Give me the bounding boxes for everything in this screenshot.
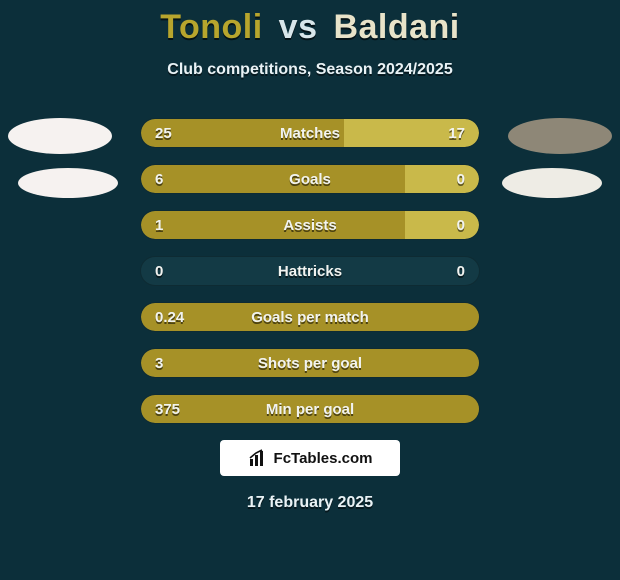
subtitle: Club competitions, Season 2024/2025 — [0, 61, 620, 79]
source-badge: FcTables.com — [220, 440, 400, 476]
bar-label: Hattricks — [141, 257, 479, 285]
date-label: 17 february 2025 — [0, 494, 620, 512]
stat-bar: 00Hattricks — [140, 256, 480, 286]
player2-crest-icon — [508, 118, 612, 154]
player1-crest-icon — [8, 118, 112, 154]
chart-area: 2517Matches 60Goals 10Assists 00Hattricks 0.… — [0, 118, 620, 512]
bars-container: 2517Matches 60Goals 10Assists 00Hattricks 0.… — [140, 118, 480, 424]
player1-name: Tonoli — [160, 8, 262, 46]
chart-icon — [248, 448, 268, 468]
stat-bar: 0.24Goals per match — [140, 302, 480, 332]
stat-bar: 60Goals — [140, 164, 480, 194]
bar-label: Shots per goal — [141, 349, 479, 377]
stat-bar: 375Min per goal — [140, 394, 480, 424]
bar-label: Min per goal — [141, 395, 479, 423]
bar-label: Goals — [141, 165, 479, 193]
stat-bar: 2517Matches — [140, 118, 480, 148]
stat-bar: 10Assists — [140, 210, 480, 240]
player2-flag-icon — [502, 168, 602, 198]
player2-name: Baldani — [333, 8, 459, 46]
page-title: Tonoli vs Baldani — [0, 0, 620, 47]
source-badge-text: FcTables.com — [274, 450, 373, 467]
bar-label: Goals per match — [141, 303, 479, 331]
bar-label: Matches — [141, 119, 479, 147]
stat-bar: 3Shots per goal — [140, 348, 480, 378]
vs-label: vs — [279, 8, 318, 46]
player1-flag-icon — [18, 168, 118, 198]
bar-label: Assists — [141, 211, 479, 239]
